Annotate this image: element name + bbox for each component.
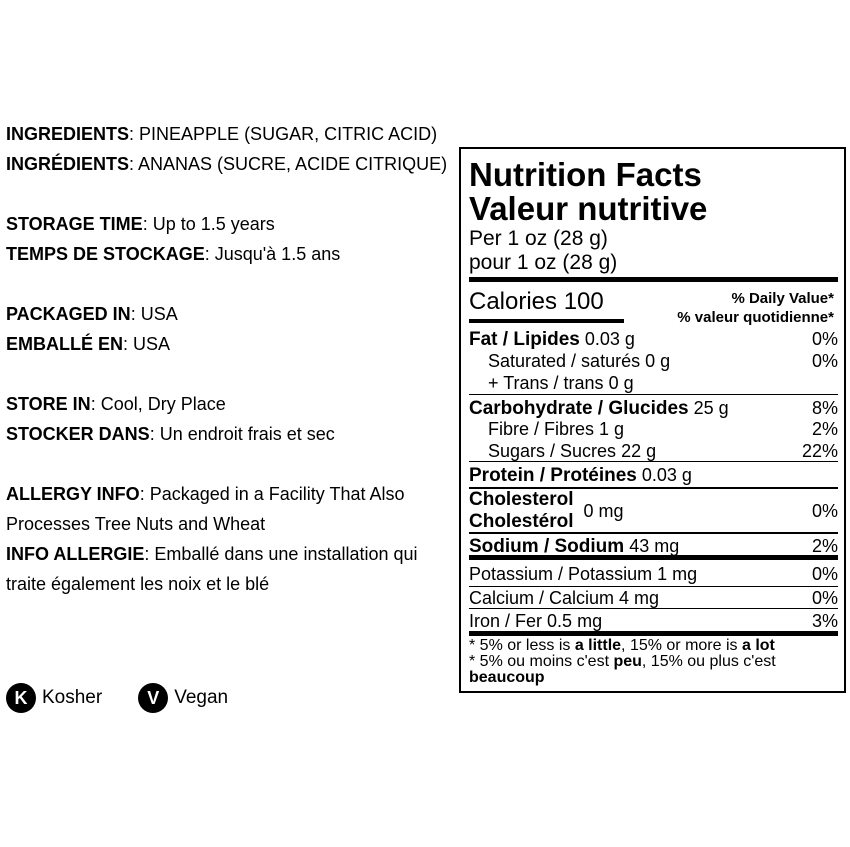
- divider: [469, 394, 838, 395]
- store-in-fr: STOCKER DANS: Un endroit frais et sec: [6, 424, 335, 444]
- vegan-label: Vegan: [174, 687, 229, 708]
- ingredients-en: INGREDIENTS: PINEAPPLE (SUGAR, CITRIC AC…: [6, 124, 438, 144]
- allergy-info-en: ALLERGY INFO: Packaged in a Facility Tha…: [6, 484, 405, 534]
- kosher-icon: K: [6, 683, 36, 713]
- nutrient-row: Potassium / Potassium 1 mg 0%: [469, 564, 838, 584]
- nutrient-row: Protein / Protéines 0.03 g: [469, 465, 692, 486]
- allergy-info-fr: INFO ALLERGIE: Emballé dans une installa…: [6, 544, 418, 594]
- divider: [469, 487, 838, 489]
- divider: [469, 608, 838, 609]
- footnote-en: * 5% or less is a little, 15% or more is…: [469, 637, 775, 654]
- storage-time-fr: TEMPS DE STOCKAGE: Jusqu'à 1.5 ans: [6, 244, 341, 264]
- kosher-label: Kosher: [42, 687, 103, 708]
- nutrient-row: Fibre / Fibres 1 g 2%: [488, 419, 838, 439]
- storage-time-en: STORAGE TIME: Up to 1.5 years: [6, 214, 275, 234]
- ingredients-fr: INGRÉDIENTS: ANANAS (SUCRE, ACIDE CITRIQ…: [6, 154, 448, 174]
- nutrient-row: Fat / Lipides 0.03 g 0%: [469, 329, 838, 350]
- nutrient-row: Sodium / Sodium 43 mg 2%: [469, 536, 838, 557]
- divider: [469, 631, 838, 636]
- divider: [469, 555, 838, 560]
- title-fr: Valeur nutritive: [469, 190, 708, 227]
- nutrition-facts-label: Nutrition Facts Valeur nutritive Per 1 o…: [459, 147, 846, 693]
- serving-en: Per 1 oz (28 g): [469, 227, 608, 250]
- footnote-fr: * 5% ou moins c'est peu, 15% ou plus c'e…: [469, 653, 776, 686]
- nutrient-row: Saturated / saturés 0 g 0%: [488, 351, 838, 371]
- store-in-en: STORE IN: Cool, Dry Place: [6, 394, 226, 414]
- nutrient-row: Carbohydrate / Glucides 25 g 8%: [469, 398, 838, 419]
- serving-fr: pour 1 oz (28 g): [469, 251, 618, 274]
- vegan-badge: V Vegan: [138, 683, 228, 713]
- kosher-badge: K Kosher: [6, 683, 102, 713]
- divider: [469, 586, 838, 587]
- divider: [469, 277, 838, 282]
- divider: [469, 461, 838, 462]
- nutrient-row: Calcium / Calcium 4 mg 0%: [469, 588, 838, 608]
- vegan-icon: V: [138, 683, 169, 713]
- badges: K Kosher V Vegan: [6, 683, 228, 713]
- daily-value-header: % Daily Value*% valeur quotidienne*: [677, 290, 834, 326]
- divider: [469, 532, 838, 534]
- nutrient-row: + Trans / trans 0 g: [488, 373, 634, 393]
- product-info: INGREDIENTS: PINEAPPLE (SUGAR, CITRIC AC…: [6, 119, 456, 599]
- calories: Calories 100: [469, 288, 604, 315]
- packaged-in-fr: EMBALLÉ EN: USA: [6, 334, 171, 354]
- divider: [469, 319, 624, 323]
- nutrient-row: Cholesterol Cholestérol 0 mg 0%: [469, 489, 838, 532]
- packaged-in-en: PACKAGED IN: USA: [6, 304, 178, 324]
- nutrient-row: Sugars / Sucres 22 g 22%: [488, 441, 838, 461]
- title-en: Nutrition Facts: [469, 156, 702, 193]
- nutrient-row: Iron / Fer 0.5 mg 3%: [469, 611, 838, 631]
